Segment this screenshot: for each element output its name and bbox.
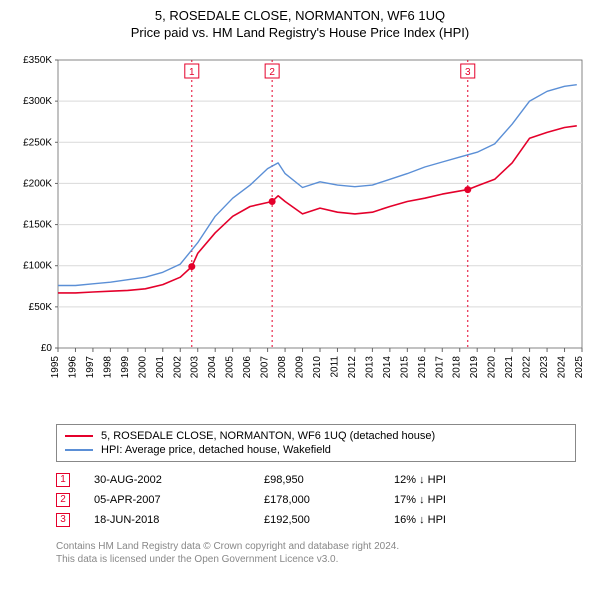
svg-text:2014: 2014 [382,355,393,378]
svg-text:2025: 2025 [574,355,585,378]
sale-price: £98,950 [264,474,394,486]
svg-text:1: 1 [189,67,195,78]
svg-text:2022: 2022 [522,355,533,378]
sale-date: 30-AUG-2002 [94,474,264,486]
svg-text:2018: 2018 [452,355,463,378]
svg-text:2020: 2020 [487,355,498,378]
svg-text:2021: 2021 [504,355,515,378]
sale-row: 3 18-JUN-2018£192,50016% ↓ HPI [56,510,576,530]
svg-text:2019: 2019 [469,355,480,378]
sale-row: 1 30-AUG-2002£98,95012% ↓ HPI [56,470,576,490]
svg-text:1997: 1997 [85,355,96,378]
svg-text:2010: 2010 [312,355,323,378]
svg-text:2012: 2012 [347,355,358,378]
svg-text:2023: 2023 [539,355,550,378]
legend-label: 5, ROSEDALE CLOSE, NORMANTON, WF6 1UQ (d… [101,430,435,442]
chart-svg: £0 £50K £100K £150K £200K £250K £300K £350K 1995… [10,48,590,418]
svg-text:2024: 2024 [557,355,568,378]
svg-text:2004: 2004 [207,355,218,378]
sales-table: 1 30-AUG-2002£98,95012% ↓ HPI 2 05-APR-2007… [56,470,576,530]
svg-text:2007: 2007 [260,355,271,378]
sale-row: 2 05-APR-2007£178,00017% ↓ HPI [56,490,576,510]
svg-text:£50K: £50K [29,302,53,313]
svg-text:3: 3 [465,67,471,78]
svg-text:£0: £0 [41,343,53,354]
svg-text:2015: 2015 [399,355,410,378]
title-address: 5, ROSEDALE CLOSE, NORMANTON, WF6 1UQ [10,8,590,25]
svg-text:2000: 2000 [137,355,148,378]
svg-text:1999: 1999 [120,355,131,378]
sale-date: 18-JUN-2018 [94,514,264,526]
svg-text:2013: 2013 [364,355,375,378]
svg-text:£100K: £100K [23,260,52,271]
sale-delta: 12% ↓ HPI [394,474,524,486]
svg-text:1996: 1996 [67,355,78,378]
sale-badge: 1 [56,473,70,487]
svg-text:£150K: £150K [23,219,52,230]
legend: 5, ROSEDALE CLOSE, NORMANTON, WF6 1UQ (d… [56,424,576,462]
svg-text:2017: 2017 [434,355,445,378]
legend-item: HPI: Average price, detached house, Wake… [65,443,567,457]
svg-text:2006: 2006 [242,355,253,378]
svg-text:£200K: £200K [23,178,52,189]
sale-delta: 17% ↓ HPI [394,494,524,506]
legend-swatch [65,449,93,451]
svg-text:£350K: £350K [23,55,52,66]
svg-text:2005: 2005 [225,355,236,378]
legend-swatch [65,435,93,437]
title-subtitle: Price paid vs. HM Land Registry's House … [10,25,590,42]
svg-text:2008: 2008 [277,355,288,378]
attribution: Contains HM Land Registry data © Crown c… [56,540,576,567]
attribution-line-1: Contains HM Land Registry data © Crown c… [56,540,576,554]
svg-text:1995: 1995 [50,355,61,378]
svg-text:2001: 2001 [155,355,166,378]
attribution-line-2: This data is licensed under the Open Gov… [56,553,576,567]
page: 5, ROSEDALE CLOSE, NORMANTON, WF6 1UQ Pr… [0,0,600,577]
svg-text:£300K: £300K [23,96,52,107]
legend-label: HPI: Average price, detached house, Wake… [101,444,331,456]
svg-text:2016: 2016 [417,355,428,378]
sale-price: £178,000 [264,494,394,506]
sale-badge: 3 [56,513,70,527]
sale-delta: 16% ↓ HPI [394,514,524,526]
legend-item: 5, ROSEDALE CLOSE, NORMANTON, WF6 1UQ (d… [65,429,567,443]
svg-text:1998: 1998 [102,355,113,378]
svg-text:2011: 2011 [329,355,340,377]
sale-badge: 2 [56,493,70,507]
svg-text:2003: 2003 [190,355,201,378]
svg-text:£250K: £250K [23,137,52,148]
sale-date: 05-APR-2007 [94,494,264,506]
svg-text:2: 2 [269,67,275,78]
price-chart: £0 £50K £100K £150K £200K £250K £300K £350K 1995… [10,48,590,418]
sale-price: £192,500 [264,514,394,526]
svg-text:2002: 2002 [172,355,183,378]
svg-text:2009: 2009 [295,355,306,378]
